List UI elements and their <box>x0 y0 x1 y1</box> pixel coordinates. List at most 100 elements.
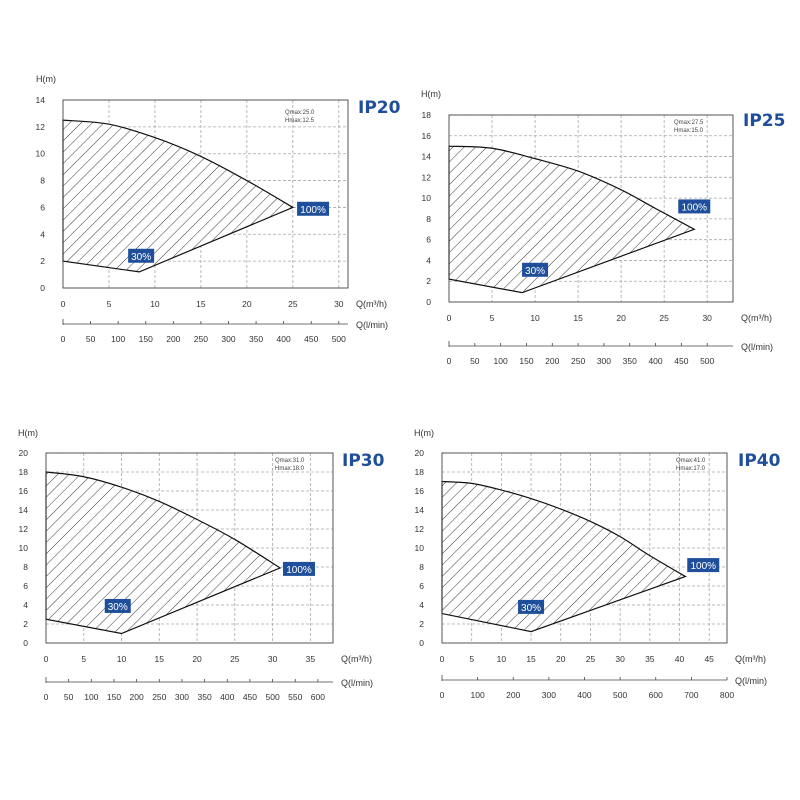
model-title: IP20 <box>358 98 401 118</box>
secondary-tick-label: 400 <box>277 334 291 344</box>
secondary-axis-label: Q(l/min) <box>341 678 373 688</box>
badge-background <box>297 201 330 216</box>
x-tick-label: 25 <box>288 299 298 309</box>
secondary-tick-label: 0 <box>61 334 66 344</box>
secondary-tick-label: 400 <box>648 356 662 366</box>
operating-envelope <box>448 145 696 294</box>
secondary-tick-label: 100 <box>84 692 98 702</box>
plot-frame <box>45 452 334 644</box>
x-tick-label: 20 <box>192 654 202 664</box>
badge-label: 100% <box>300 205 326 216</box>
y-tick-label: 8 <box>23 562 28 572</box>
y-tick-label: 2 <box>23 619 28 629</box>
y-tick-label: 0 <box>23 638 28 648</box>
badge-30: 30% <box>518 599 545 614</box>
operating-envelope <box>45 471 282 635</box>
secondary-tick-label: 500 <box>700 356 714 366</box>
chart-ip25: 0 2 4 6 8 10 12 14 16 18 0 5 10 15 20 25 30 H(m) Q(m³/h) 0 5… <box>421 89 785 366</box>
badge-background <box>283 561 316 576</box>
y-tick-label: 18 <box>415 467 425 477</box>
x-tick-label: 20 <box>556 654 566 664</box>
badge-label: 30% <box>525 266 545 277</box>
y-axis-label: H(m) <box>18 428 38 438</box>
x-tick-label: 25 <box>230 654 240 664</box>
x-tick-label: 0 <box>447 313 452 323</box>
operating-envelope <box>441 480 687 633</box>
spec-info: Hmax:18.0 <box>275 466 305 472</box>
y-tick-label: 16 <box>415 486 425 496</box>
badge-background <box>128 248 155 263</box>
y-tick-label: 14 <box>36 95 46 105</box>
x-tick-label: 10 <box>117 654 127 664</box>
x-tick-label: 5 <box>81 654 86 664</box>
x-tick-label: 15 <box>573 313 583 323</box>
y-axis-label: H(m) <box>36 74 56 84</box>
x-tick-label: 30 <box>702 313 712 323</box>
secondary-tick-label: 500 <box>613 690 627 700</box>
secondary-tick-label: 250 <box>194 334 208 344</box>
spec-info: Qmax:31.0 <box>275 458 305 464</box>
y-tick-label: 4 <box>426 255 431 265</box>
secondary-tick-label: 300 <box>175 692 189 702</box>
spec-info: Qmax:41.0 <box>676 458 706 464</box>
secondary-tick-label: 50 <box>470 356 480 366</box>
plot-frame <box>448 114 734 303</box>
y-tick-label: 12 <box>422 172 432 182</box>
y-tick-label: 2 <box>426 276 431 286</box>
secondary-tick-label: 500 <box>265 692 279 702</box>
y-tick-label: 6 <box>40 202 45 212</box>
secondary-tick-label: 200 <box>506 690 520 700</box>
y-tick-label: 18 <box>422 110 432 120</box>
secondary-tick-label: 200 <box>166 334 180 344</box>
badge-background <box>518 599 545 614</box>
secondary-tick-label: 400 <box>577 690 591 700</box>
spec-info: Hmax:12.5 <box>285 118 315 124</box>
secondary-axis-label: Q(l/min) <box>741 342 773 352</box>
x-tick-label: 40 <box>675 654 685 664</box>
secondary-tick-label: 450 <box>243 692 257 702</box>
spec-info: Hmax:15.0 <box>674 128 704 134</box>
y-tick-label: 0 <box>40 283 45 293</box>
secondary-tick-label: 100 <box>471 690 485 700</box>
x-axis-label: Q(m³/h) <box>735 654 766 664</box>
x-tick-label: 5 <box>469 654 474 664</box>
secondary-tick-label: 350 <box>198 692 212 702</box>
y-tick-label: 0 <box>426 297 431 307</box>
x-axis-label: Q(m³/h) <box>741 313 772 323</box>
secondary-axis-label: Q(l/min) <box>735 676 767 686</box>
x-tick-label: 10 <box>497 654 507 664</box>
badge-label: 100% <box>690 561 716 572</box>
y-tick-label: 20 <box>415 448 425 458</box>
badge-label: 30% <box>131 252 151 263</box>
secondary-tick-label: 200 <box>545 356 559 366</box>
secondary-tick-label: 450 <box>674 356 688 366</box>
x-tick-label: 20 <box>616 313 626 323</box>
model-title: IP40 <box>738 451 781 471</box>
y-tick-label: 6 <box>23 581 28 591</box>
y-tick-label: 14 <box>415 505 425 515</box>
y-tick-label: 16 <box>422 131 432 141</box>
x-tick-label: 30 <box>615 654 625 664</box>
badge-background <box>522 262 549 277</box>
model-title: IP30 <box>342 451 385 471</box>
badge-background <box>104 598 131 613</box>
secondary-tick-label: 0 <box>44 692 49 702</box>
y-tick-label: 16 <box>19 486 29 496</box>
y-tick-label: 20 <box>19 448 29 458</box>
badge-30: 30% <box>522 262 549 277</box>
y-tick-label: 6 <box>426 235 431 245</box>
y-tick-label: 12 <box>36 122 46 132</box>
secondary-tick-label: 100 <box>111 334 125 344</box>
y-tick-label: 2 <box>40 256 45 266</box>
secondary-tick-label: 500 <box>332 334 346 344</box>
secondary-tick-label: 400 <box>220 692 234 702</box>
x-tick-label: 5 <box>490 313 495 323</box>
x-tick-label: 45 <box>704 654 714 664</box>
secondary-tick-label: 600 <box>311 692 325 702</box>
secondary-axis-label: Q(l/min) <box>356 320 388 330</box>
x-tick-label: 0 <box>44 654 49 664</box>
badge-30: 30% <box>128 248 155 263</box>
secondary-tick-label: 350 <box>249 334 263 344</box>
operating-envelope <box>62 119 295 273</box>
